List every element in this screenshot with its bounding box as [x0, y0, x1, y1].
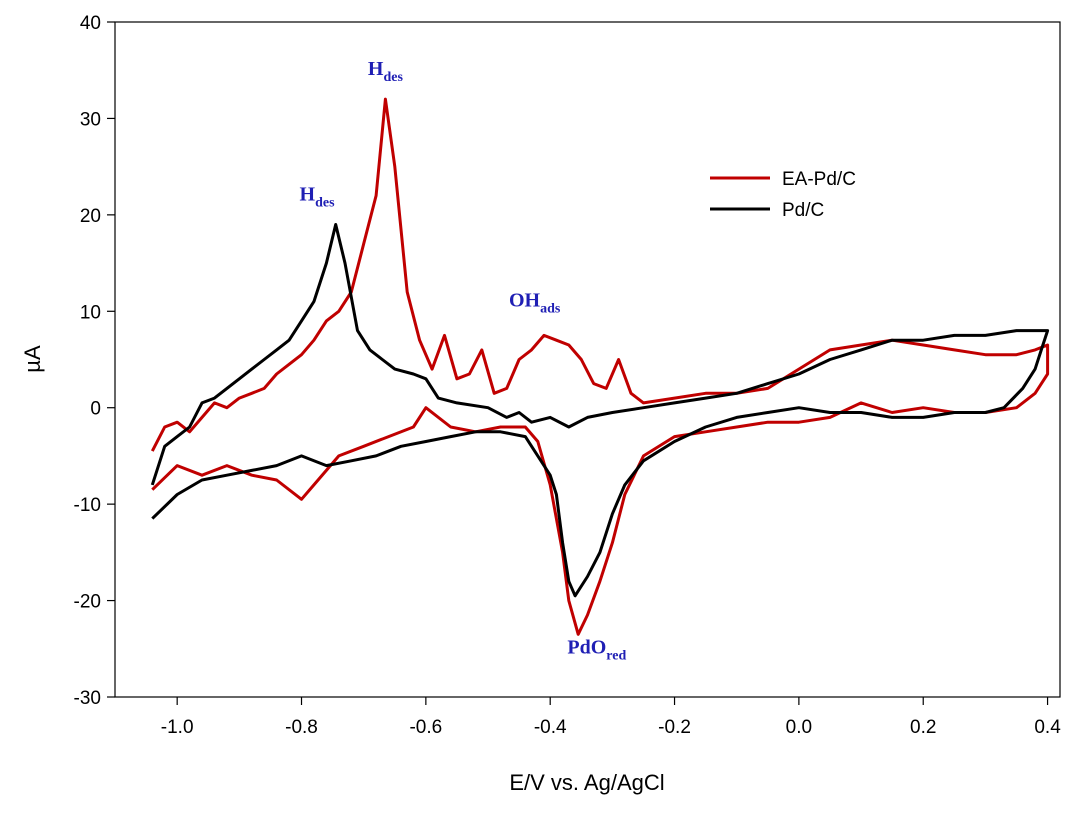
y-tick-label: 30 [80, 109, 101, 130]
annotation-layer: Hdes Hdes OHads PdOred [300, 58, 627, 664]
x-tick-label: 0.0 [786, 717, 812, 738]
x-tick-label: -1.0 [161, 717, 194, 738]
series-line-ea-pd-c [150, 97, 1050, 636]
legend-label-ea-pd-c: EA-Pd/C [782, 169, 856, 190]
y-axis: -30 -20 -10 0 10 20 30 40 [74, 13, 115, 709]
plot-frame [114, 21, 1061, 698]
x-tick-label: 0.2 [910, 717, 936, 738]
series-layer [150, 97, 1050, 636]
series-line-pd-c [150, 223, 1050, 598]
x-axis-title: E/V vs. Ag/AgCl [509, 770, 664, 795]
y-tick-label: 0 [90, 399, 101, 420]
peak-annotation: PdOred [567, 637, 626, 664]
peak-annotation: OHads [509, 289, 561, 316]
x-tick-label: -0.6 [409, 717, 442, 738]
y-tick-label: -30 [74, 688, 101, 709]
y-tick-label: -20 [74, 592, 101, 613]
peak-annotation: Hdes [368, 58, 404, 85]
y-tick-label: -10 [74, 495, 101, 516]
y-tick-label: 20 [80, 206, 101, 227]
x-tick-label: -0.8 [285, 717, 318, 738]
x-tick-label: -0.4 [534, 717, 567, 738]
y-tick-label: 40 [80, 13, 101, 34]
peak-annotation: Hdes [300, 183, 336, 210]
legend-label-pd-c: Pd/C [782, 200, 824, 221]
x-tick-label: 0.4 [1034, 717, 1061, 738]
x-tick-label: -0.2 [658, 717, 691, 738]
y-tick-label: 10 [80, 302, 101, 323]
y-axis-title: µA [20, 345, 45, 373]
legend: EA-Pd/C Pd/C [710, 169, 856, 221]
x-axis: -1.0 -0.8 -0.6 -0.4 -0.2 0.0 0.2 0.4 [161, 697, 1061, 738]
